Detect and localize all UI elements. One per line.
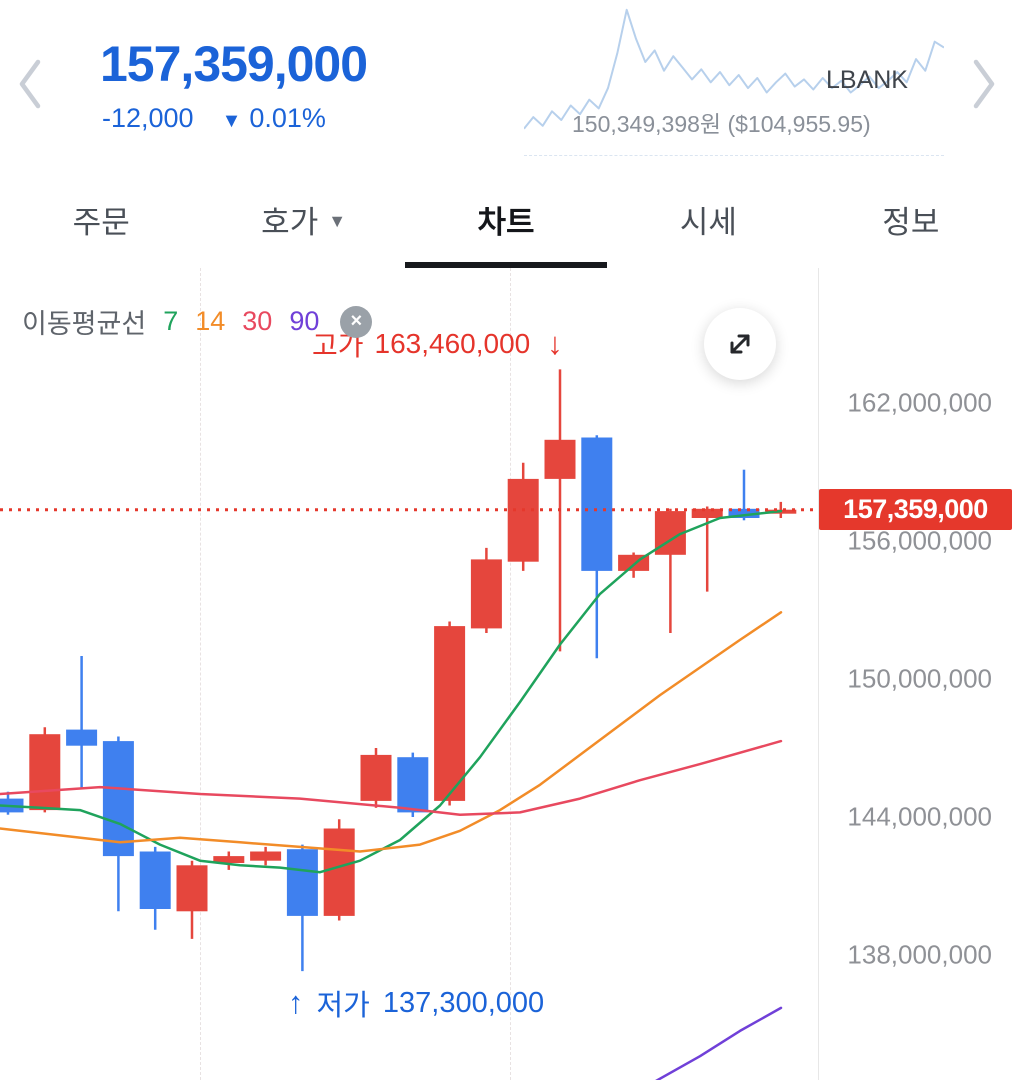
chevron-left-icon <box>19 59 41 109</box>
exchange-label: LBANK <box>826 66 908 94</box>
gridline <box>200 268 201 1080</box>
down-triangle-icon: ▼ <box>221 110 242 132</box>
candle-body <box>323 828 355 916</box>
change-percent-group: ▼ 0.01% <box>222 103 326 134</box>
tab-info[interactable]: 정보 <box>810 170 1012 268</box>
expand-icon <box>730 334 750 354</box>
low-value: 137,300,000 <box>382 986 545 1019</box>
candle-body <box>434 626 466 801</box>
tab-label: 정보 <box>882 204 940 240</box>
candle-body <box>360 754 392 801</box>
low-label: 저가 <box>316 990 370 1022</box>
current-price: 157,359,000 <box>100 36 368 92</box>
candle-body <box>286 849 318 916</box>
tab-label: 시세 <box>679 204 737 240</box>
up-arrow-icon: ↑ <box>288 985 304 1020</box>
y-axis-label: 138,000,000 <box>847 939 992 970</box>
high-value: 163,460,000 <box>374 328 531 359</box>
candle-body <box>397 757 429 813</box>
ma-legend-title: 이동평균선 <box>22 309 147 339</box>
tab-label: 호가 <box>261 204 319 240</box>
prev-market-button[interactable] <box>16 58 44 115</box>
tab-orderbook[interactable]: 호가 ▼ <box>202 170 404 268</box>
chevron-right-icon <box>973 59 995 109</box>
candle-body <box>102 741 134 857</box>
mini-sparkline <box>523 4 945 156</box>
change-value: -12,000 <box>102 103 194 133</box>
candle-body <box>29 734 61 811</box>
candle-body <box>544 439 576 479</box>
down-arrow-icon: ↓ <box>547 326 563 361</box>
y-axis-label: 144,000,000 <box>847 801 992 832</box>
ma-period-14: 14 <box>195 306 226 336</box>
ma-period-90: 90 <box>289 306 320 336</box>
y-axis-label: 156,000,000 <box>847 525 992 556</box>
tab-label: 차트 <box>477 204 535 240</box>
low-price-annotation: ↑ 저가 137,300,000 <box>288 982 544 1024</box>
axis-border <box>818 268 819 1080</box>
chevron-down-icon: ▼ <box>328 211 347 231</box>
tab-label: 주문 <box>72 204 130 240</box>
candle-body <box>66 729 98 746</box>
y-axis: 162,000,000 156,000,000 150,000,000 144,000… <box>818 268 1012 1080</box>
candle-body <box>176 865 208 912</box>
chart-section: 이동평균선 7 14 30 90 × 고가 163,460,000 ↓ 157,… <box>0 268 1012 1080</box>
current-price-tag: 157,359,000 <box>819 489 1012 530</box>
candle-body <box>250 851 282 861</box>
tab-chart[interactable]: 차트 <box>404 170 608 268</box>
ticker-header: 157,359,000 -12,000 ▼ 0.01% LBANK 150,349… <box>0 0 1012 170</box>
high-price-annotation: 고가 163,460,000 ↓ <box>312 324 563 364</box>
candle-body <box>470 559 502 629</box>
tab-bar: 주문 호가 ▼ 차트 시세 정보 <box>0 170 1012 268</box>
price-change-row: -12,000 ▼ 0.01% <box>102 103 326 134</box>
ma-line-MA90 <box>655 1006 783 1080</box>
candle-body <box>581 437 613 571</box>
change-percent: 0.01% <box>249 103 326 133</box>
candle-body <box>507 478 539 562</box>
candle-body <box>139 851 171 909</box>
y-axis-label: 150,000,000 <box>847 663 992 694</box>
ma-period-7: 7 <box>163 306 179 336</box>
tab-order[interactable]: 주문 <box>0 170 202 268</box>
ma-legend: 이동평균선 7 14 30 90 × <box>22 302 373 341</box>
close-icon[interactable]: × <box>340 305 373 338</box>
gridline <box>510 268 511 1080</box>
candlestick-canvas[interactable] <box>0 268 818 1080</box>
candle-body <box>213 856 245 863</box>
reference-price: 150,349,398원 ($104,955.95) <box>572 111 871 137</box>
ma-line-MA14 <box>0 611 783 853</box>
tab-market[interactable]: 시세 <box>607 170 809 268</box>
next-market-button[interactable] <box>970 58 998 115</box>
fullscreen-button[interactable] <box>704 308 776 380</box>
candle-body <box>691 508 723 518</box>
sparkline-path <box>523 8 945 130</box>
ma-period-30: 30 <box>242 306 273 336</box>
y-axis-label: 162,000,000 <box>847 387 992 418</box>
candle-body <box>728 508 760 518</box>
ma-line-MA30 <box>0 739 783 816</box>
sparkline <box>523 8 945 130</box>
